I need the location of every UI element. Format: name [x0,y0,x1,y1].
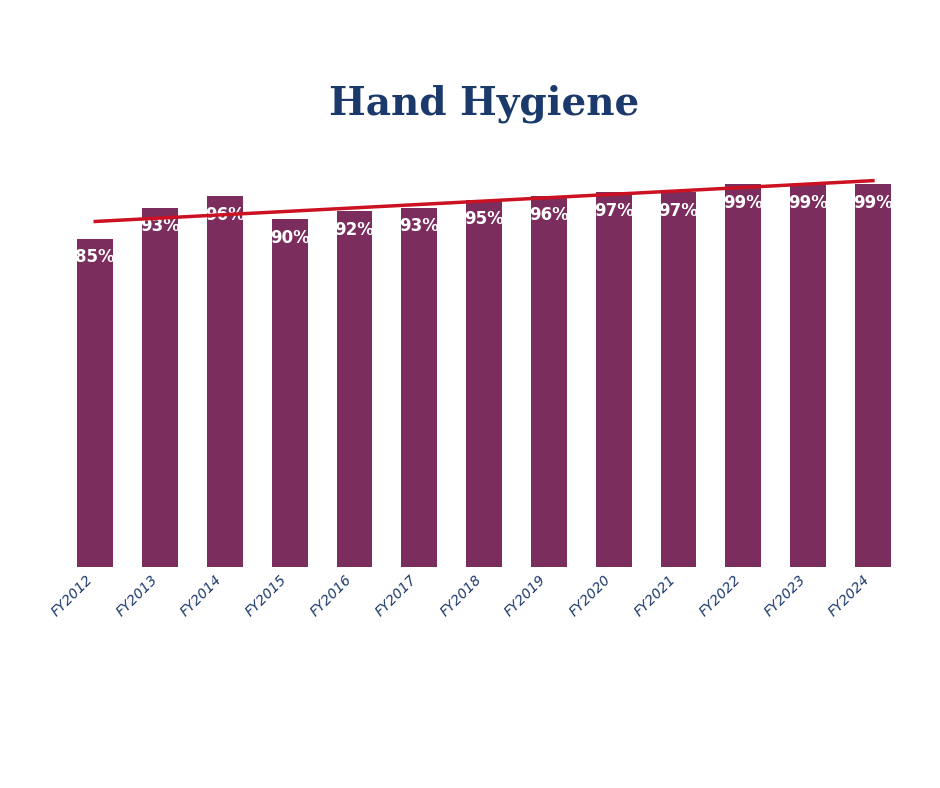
Bar [466,200,502,567]
Text: 93%: 93% [400,217,439,236]
Text: 93%: 93% [140,217,180,236]
Bar [726,184,761,567]
Bar [855,184,891,567]
Text: 85%: 85% [75,248,115,266]
Bar [596,192,632,567]
Bar [142,207,178,567]
Text: 99%: 99% [788,194,828,212]
Text: 99%: 99% [853,194,893,212]
Text: 99%: 99% [724,194,763,212]
Text: 97%: 97% [659,202,698,220]
Bar [531,196,567,567]
Bar [77,239,113,567]
Bar [401,207,437,567]
Bar [207,196,243,567]
Text: 97%: 97% [594,202,634,220]
Bar [661,192,697,567]
Text: 96%: 96% [529,206,569,224]
Text: 96%: 96% [205,206,244,224]
Text: 90%: 90% [270,229,309,247]
Bar [272,219,307,567]
Text: 95%: 95% [464,210,504,228]
Bar [791,184,826,567]
Bar [337,211,372,567]
Title: Hand Hygiene: Hand Hygiene [329,84,639,123]
Text: 92%: 92% [335,221,374,239]
